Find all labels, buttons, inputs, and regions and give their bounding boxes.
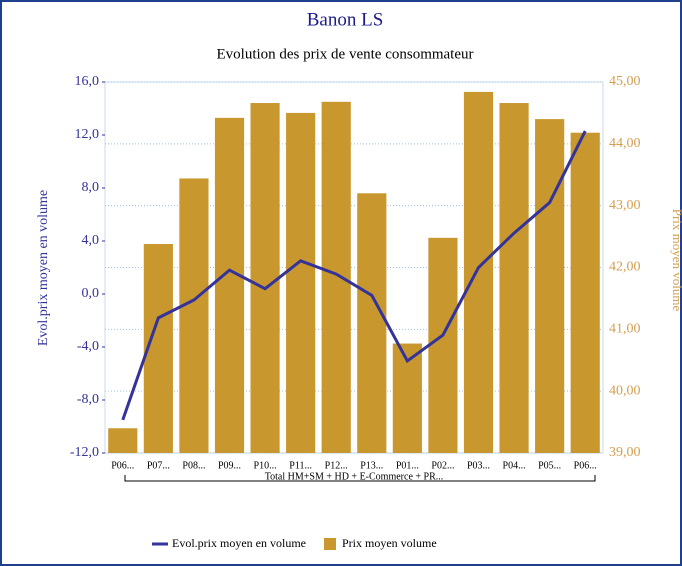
y-tick-label: -12,0 bbox=[70, 445, 99, 460]
x-tick-label: P01... bbox=[396, 460, 419, 471]
y2-axis-label: Prix moyen volume bbox=[670, 209, 682, 312]
y-tick-label: -4,0 bbox=[77, 339, 99, 354]
y2-tick-label: 40,00 bbox=[609, 383, 641, 398]
chart-subtitle: Evolution des prix de vente consommateur bbox=[216, 46, 473, 62]
legend-label: Evol.prix moyen en volume bbox=[172, 536, 306, 550]
y-axis-label: Evol.prix moyen en volume bbox=[36, 190, 51, 346]
bar bbox=[357, 193, 387, 454]
bar bbox=[570, 132, 600, 453]
line bbox=[121, 130, 587, 421]
legend-swatch bbox=[323, 538, 336, 550]
x-tick-label: P10... bbox=[254, 460, 277, 471]
y2-tick-label: 39,00 bbox=[609, 445, 641, 460]
y-tick-label: 8,0 bbox=[82, 180, 100, 195]
legend-label: Prix moyen volume bbox=[342, 536, 437, 550]
bar bbox=[321, 101, 351, 453]
chart-title: Banon LS bbox=[307, 9, 384, 30]
y-tick-label: -8,0 bbox=[77, 392, 99, 407]
x-tick-label: P04... bbox=[503, 460, 526, 471]
bar bbox=[535, 119, 565, 453]
bar bbox=[214, 117, 245, 453]
x-tick-label: P08... bbox=[182, 460, 205, 471]
y-tick-label: 16,0 bbox=[75, 74, 100, 89]
y2-tick-label: 42,00 bbox=[609, 260, 641, 275]
x-tick-label: P06... bbox=[574, 460, 597, 471]
bar bbox=[108, 428, 138, 453]
x-tick-label: P05... bbox=[538, 460, 561, 471]
y-tick-label: 4,0 bbox=[82, 233, 100, 248]
x-tick-label: P07... bbox=[147, 460, 170, 471]
y2-tick-label: 43,00 bbox=[609, 198, 641, 213]
x-tick-label: P03... bbox=[467, 460, 490, 471]
bar bbox=[179, 178, 209, 453]
bar bbox=[250, 103, 280, 454]
y-tick-label: 12,0 bbox=[75, 127, 100, 142]
y2-tick-label: 44,00 bbox=[609, 136, 641, 151]
y2-tick-label: 45,00 bbox=[609, 74, 641, 89]
group-label: Total HM+SM + HD + E-Commerce + PR... bbox=[265, 471, 444, 482]
x-tick-label: P13... bbox=[360, 460, 383, 471]
x-tick-label: P02... bbox=[431, 460, 454, 471]
bar bbox=[463, 91, 494, 453]
group-bracket bbox=[124, 475, 596, 482]
bar bbox=[499, 103, 529, 454]
x-tick-label: P09... bbox=[218, 460, 241, 471]
x-tick-label: P12... bbox=[325, 460, 348, 471]
bar bbox=[286, 112, 316, 454]
y-tick-label: 0,0 bbox=[82, 286, 100, 301]
bar bbox=[428, 237, 458, 453]
x-tick-label: P06... bbox=[111, 460, 134, 471]
y2-tick-label: 41,00 bbox=[609, 322, 641, 337]
x-tick-label: P11... bbox=[289, 460, 312, 471]
